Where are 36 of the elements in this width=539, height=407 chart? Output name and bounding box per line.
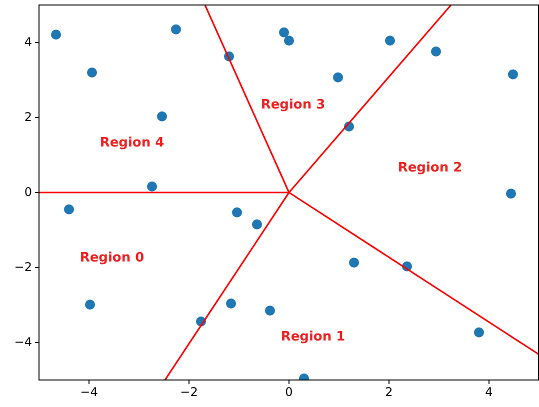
x-tick-label: −4 bbox=[80, 385, 98, 399]
point bbox=[474, 327, 484, 338]
y-tick-label: 0 bbox=[24, 184, 32, 199]
x-tick-label: −2 bbox=[180, 385, 198, 399]
annotation: Region 3 bbox=[260, 98, 326, 113]
y-tick-label: −2 bbox=[14, 260, 32, 274]
point bbox=[349, 258, 359, 268]
point bbox=[506, 188, 516, 199]
annotation: Region 4 bbox=[100, 136, 164, 151]
y-tick-label: 4 bbox=[24, 34, 32, 49]
point bbox=[157, 111, 167, 122]
point bbox=[265, 306, 275, 316]
y-tick-label: 2 bbox=[24, 110, 32, 124]
point bbox=[147, 182, 157, 192]
line-series bbox=[39, 5, 539, 380]
annotation: Region 1 bbox=[280, 329, 346, 344]
point bbox=[333, 72, 343, 82]
point bbox=[279, 27, 289, 38]
point bbox=[87, 68, 97, 78]
point bbox=[252, 219, 262, 230]
point bbox=[64, 204, 74, 214]
point bbox=[385, 36, 395, 46]
point bbox=[85, 300, 95, 310]
point bbox=[51, 30, 61, 40]
point bbox=[171, 24, 181, 34]
point bbox=[226, 298, 236, 308]
point bbox=[232, 207, 242, 218]
annotation: Region 2 bbox=[398, 160, 462, 176]
point bbox=[431, 46, 441, 56]
x-tick-label: 4 bbox=[485, 385, 493, 399]
y-tick-label: −4 bbox=[14, 334, 32, 349]
x-tick-label: 0 bbox=[285, 385, 293, 399]
point bbox=[508, 69, 518, 80]
x-tick-label: 2 bbox=[385, 385, 393, 399]
annotation: Region 0 bbox=[80, 250, 144, 266]
point bbox=[284, 36, 294, 46]
